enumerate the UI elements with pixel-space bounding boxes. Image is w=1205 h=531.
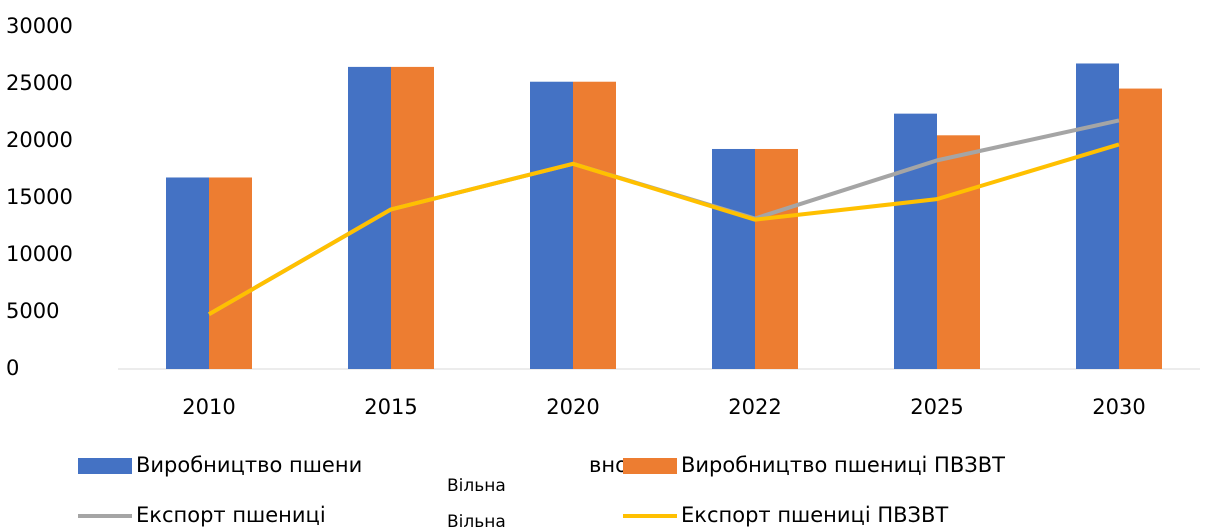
bar — [391, 66, 434, 370]
y-tick-label: 30000 — [6, 14, 73, 38]
bar — [573, 81, 616, 369]
line — [208, 142, 1120, 317]
legend-label: Виробництво пшениці ПВЗВТ — [681, 453, 1005, 477]
y-tick-label: 5000 — [6, 299, 59, 323]
legend-label: Експорт пшениці — [136, 503, 326, 527]
y-tick-label: 10000 — [6, 242, 73, 266]
overlay-label: Вільна — [447, 512, 506, 531]
y-tick-label: 20000 — [6, 128, 73, 152]
x-tick-label: 2015 — [364, 395, 417, 419]
bar — [348, 66, 391, 370]
y-tick-label: 15000 — [6, 185, 73, 209]
y-tick-label: 25000 — [6, 71, 73, 95]
legend-swatch — [623, 458, 677, 474]
bar — [166, 177, 209, 369]
legend-swatch — [78, 458, 132, 474]
bar — [712, 148, 755, 369]
legend-label: Експорт пшениці ПВЗВТ — [681, 503, 948, 527]
y-tick-label: 0 — [6, 356, 19, 380]
bar — [530, 81, 573, 369]
x-tick-label: 2022 — [728, 395, 781, 419]
x-tick-label: 2025 — [910, 395, 963, 419]
line — [208, 118, 1120, 317]
bar — [937, 135, 980, 369]
legend-fragment: вно — [589, 453, 628, 477]
legend-label: Виробництво пшени — [136, 453, 362, 477]
bar — [1119, 88, 1162, 369]
x-tick-label: 2030 — [1092, 395, 1145, 419]
bar — [894, 113, 937, 369]
x-tick-label: 2010 — [182, 395, 235, 419]
overlay-label: Вільна — [447, 476, 506, 496]
x-tick-label: 2020 — [546, 395, 599, 419]
bar — [209, 177, 252, 369]
bar — [1076, 63, 1119, 369]
bar — [755, 148, 798, 369]
